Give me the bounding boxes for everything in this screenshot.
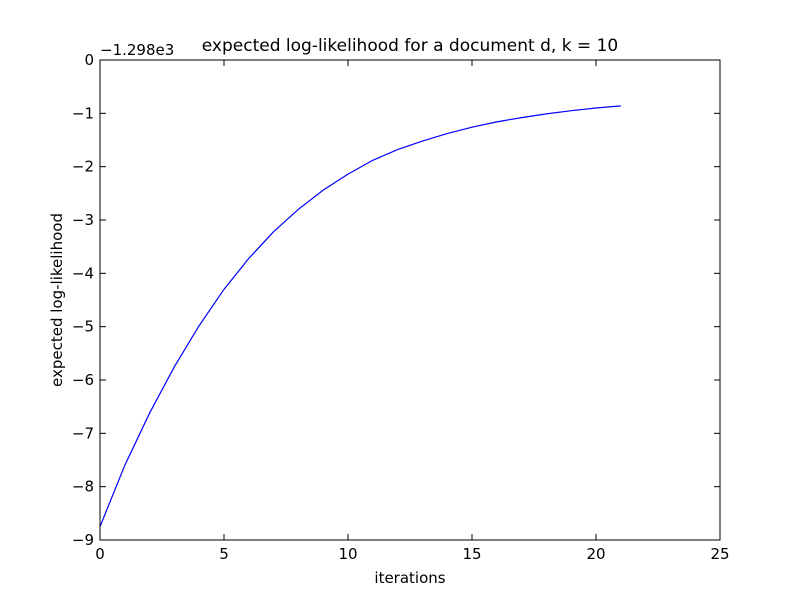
y-tick-label: −2 [72,158,94,176]
y-tick-label: 0 [84,51,94,69]
x-tick-label: 15 [462,545,481,563]
x-tick-label: 10 [338,545,357,563]
axis-ticks: 0 5 10 15 20 25 0 −1 −2 −3 −4 −5 −6 −7 −8 −9 [72,51,730,563]
y-tick-label: −8 [72,478,94,496]
series-line [99,105,621,527]
y-tick-label: −3 [72,211,94,229]
axes-frame [99,59,721,541]
x-tick-label: 0 [95,545,105,563]
x-tick-label: 5 [219,545,229,563]
y-tick-label: −1 [72,104,94,122]
y-axis-label: expected log-likelihood [48,213,66,387]
x-tick-label: 20 [586,545,605,563]
y-offset-label: −1.298e3 [100,41,174,59]
y-tick-label: −6 [72,371,94,389]
x-tick-label: 25 [710,545,729,563]
y-tick-label: −4 [72,264,94,282]
y-tick-label: −5 [72,318,94,336]
y-tick-label: −9 [72,531,94,549]
x-axis-label: iterations [374,569,445,587]
plot-area [99,105,621,527]
y-tick-label: −7 [72,424,94,442]
chart-title: expected log-likelihood for a document d… [202,36,618,56]
